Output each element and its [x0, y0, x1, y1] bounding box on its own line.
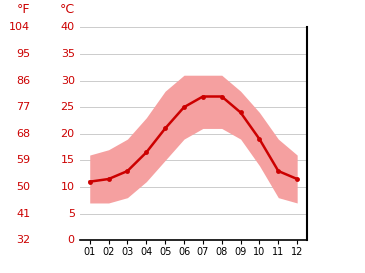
- Text: 40: 40: [61, 22, 75, 32]
- Text: 104: 104: [9, 22, 30, 32]
- Text: 32: 32: [16, 235, 30, 245]
- Text: 15: 15: [61, 155, 75, 165]
- Text: 86: 86: [16, 76, 30, 85]
- Text: 77: 77: [16, 102, 30, 112]
- Text: 50: 50: [16, 182, 30, 192]
- Text: 0: 0: [68, 235, 75, 245]
- Text: 68: 68: [16, 129, 30, 139]
- Text: °F: °F: [17, 3, 30, 16]
- Text: 59: 59: [16, 155, 30, 165]
- Text: °C: °C: [59, 3, 75, 16]
- Text: 25: 25: [61, 102, 75, 112]
- Text: 10: 10: [61, 182, 75, 192]
- Text: 35: 35: [61, 49, 75, 59]
- Text: 41: 41: [16, 209, 30, 219]
- Text: 20: 20: [61, 129, 75, 139]
- Text: 30: 30: [61, 76, 75, 85]
- Text: 5: 5: [68, 209, 75, 219]
- Text: 95: 95: [16, 49, 30, 59]
